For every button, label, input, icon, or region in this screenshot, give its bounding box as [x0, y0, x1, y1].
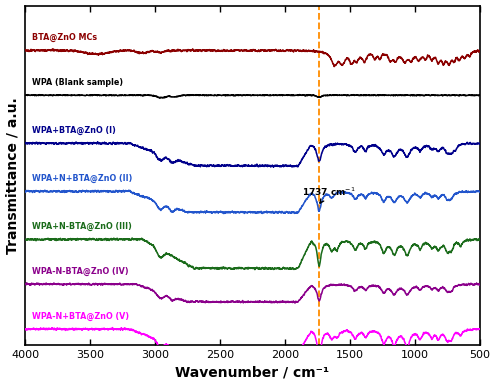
Text: BTA@ZnO MCs: BTA@ZnO MCs	[32, 33, 97, 42]
Text: WPA-N-BTA@ZnO (IV): WPA-N-BTA@ZnO (IV)	[32, 267, 128, 276]
Text: WPA+BTA@ZnO (I): WPA+BTA@ZnO (I)	[32, 126, 116, 135]
Y-axis label: Transmittance / a.u.: Transmittance / a.u.	[5, 97, 19, 254]
Text: 1737 cm$^{-1}$: 1737 cm$^{-1}$	[302, 185, 356, 203]
Text: WPA-N+BTA@ZnO (V): WPA-N+BTA@ZnO (V)	[32, 312, 129, 321]
X-axis label: Wavenumber / cm⁻¹: Wavenumber / cm⁻¹	[176, 365, 329, 380]
Text: WPA+N-BTA@ZnO (III): WPA+N-BTA@ZnO (III)	[32, 222, 131, 231]
Text: WPA+N+BTA@ZnO (II): WPA+N+BTA@ZnO (II)	[32, 174, 132, 183]
Text: WPA (Blank sample): WPA (Blank sample)	[32, 78, 123, 87]
